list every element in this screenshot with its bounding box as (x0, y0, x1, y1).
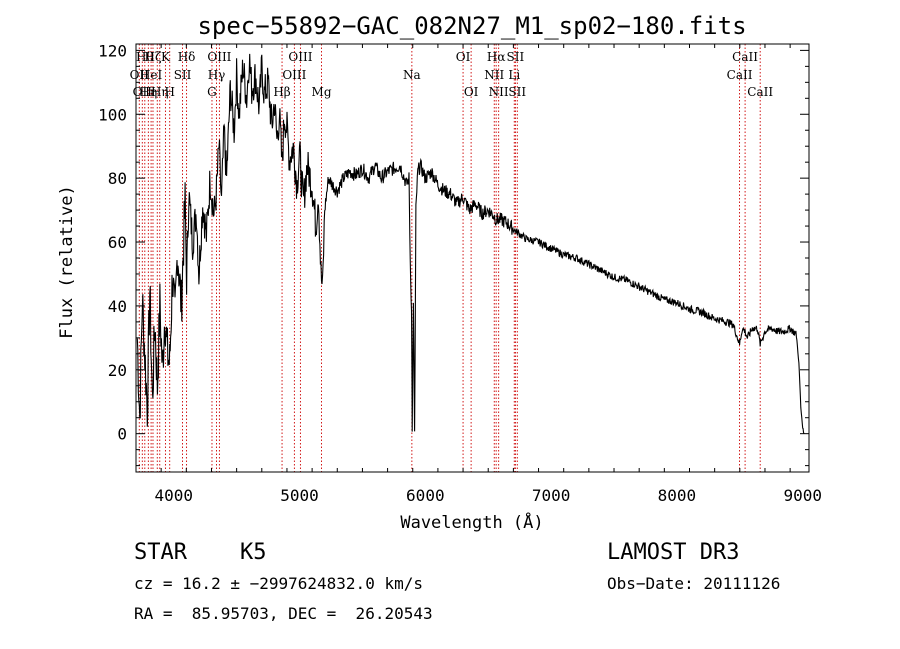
x-tick-label: 9000 (783, 486, 822, 505)
line-marker-label: Na (403, 68, 421, 82)
line-marker-label: OIII (288, 50, 312, 64)
y-tick-label: 120 (98, 41, 127, 60)
line-marker-label: OIII (207, 50, 231, 64)
y-tick-label: 40 (108, 297, 127, 316)
y-tick-label: 60 (108, 233, 127, 252)
spectrum-line (136, 53, 805, 434)
sky-coordinates: RA = 85.95703, DEC = 26.20543 (134, 604, 433, 623)
line-marker-label: Mg (312, 85, 332, 99)
line-marker-label: SII (508, 85, 526, 99)
line-marker-label: CaII (732, 50, 758, 64)
line-marker-label: OI (456, 50, 471, 64)
y-tick-label: 80 (108, 169, 127, 188)
line-marker-label: CaII (727, 68, 753, 82)
redshift-readout: cz = 16.2 ± −2997624832.0 km/s (134, 574, 423, 593)
y-axis-ticks: 0 20 40 60 80 100 120 (98, 41, 809, 467)
y-tick-label: 100 (98, 105, 127, 124)
line-marker-label: OI (464, 85, 479, 99)
y-tick-label: 0 (117, 425, 127, 444)
line-marker-label: Hα (487, 50, 506, 64)
observation-date: Obs−Date: 20111126 (607, 574, 781, 593)
object-subclass: K5 (240, 540, 267, 565)
x-axis-label: Wavelength (Å) (400, 511, 543, 533)
line-marker-label: Hδ (178, 50, 196, 64)
line-marker-label: NII (484, 68, 504, 82)
x-tick-label: 6000 (406, 486, 445, 505)
line-marker-label: HeI (140, 68, 163, 82)
line-marker-label: Li (508, 68, 520, 82)
emission-line-labels: OIIOIIHθHηHeIHζHηKHSIIHδGHγOIIIHβOIIIOII… (130, 50, 774, 99)
line-marker-label: NII (489, 85, 509, 99)
line-marker-label: Hβ (273, 85, 290, 99)
x-axis-ticks: 4000 5000 6000 7000 8000 9000 (135, 44, 822, 505)
x-tick-label: 5000 (280, 486, 319, 505)
line-marker-label: H (164, 85, 174, 99)
line-marker-label: Hζ (144, 50, 161, 64)
x-tick-label: 4000 (154, 486, 193, 505)
object-class: STAR (134, 540, 187, 565)
x-tick-label: 8000 (658, 486, 697, 505)
line-marker-label: OII (133, 85, 153, 99)
line-marker-label: Hη (139, 85, 157, 99)
line-marker-label: CaII (747, 85, 773, 99)
survey-name: LAMOST DR3 (607, 540, 740, 565)
line-marker-label: OIII (282, 68, 306, 82)
line-marker-label: G (207, 85, 217, 99)
line-marker-label: OII (130, 68, 150, 82)
emission-line-markers (138, 44, 761, 472)
y-axis-label: Flux (relative) (57, 185, 77, 339)
line-marker-label: SII (174, 68, 192, 82)
chart-title: spec−55892−GAC_082N27_M1_sp02−180.fits (197, 12, 746, 40)
line-marker-label: Hθ (136, 50, 154, 64)
line-marker-label: Hγ (208, 68, 226, 82)
y-tick-label: 20 (108, 361, 127, 380)
line-marker-label: SII (507, 50, 525, 64)
x-tick-label: 7000 (532, 486, 571, 505)
line-marker-label: Hη (151, 85, 169, 99)
line-marker-label: K (161, 50, 171, 64)
plot-frame (135, 43, 810, 473)
